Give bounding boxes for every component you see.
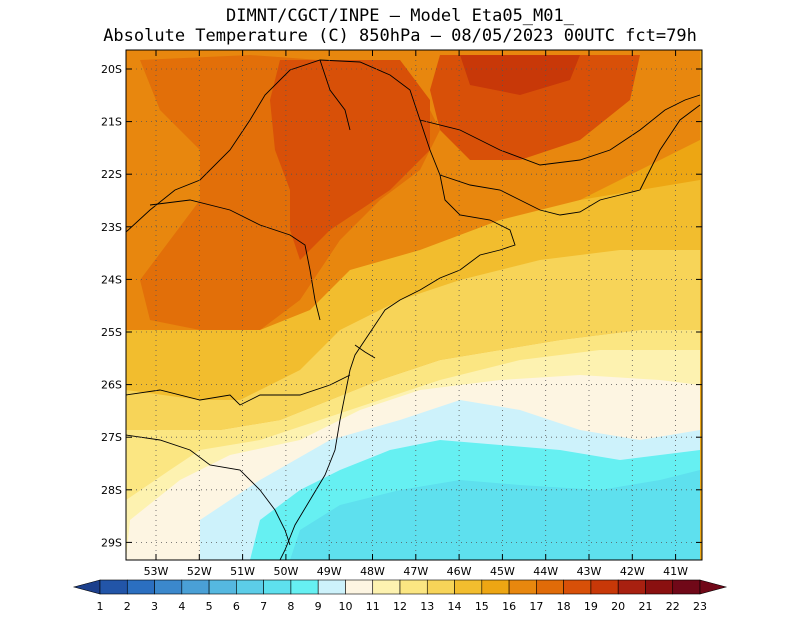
colorbar-label: 13 [420, 600, 434, 613]
lat-label: 27S [101, 431, 122, 444]
lat-label: 21S [101, 116, 122, 129]
colorbar-segment [426, 579, 455, 595]
lon-label: 43W [577, 565, 602, 578]
colorbar-label: 11 [366, 600, 380, 613]
lon-label: 41W [663, 565, 688, 578]
lon-label: 52W [187, 565, 212, 578]
colorbar-upper-arrow [699, 579, 728, 595]
colorbar-label: 18 [557, 600, 571, 613]
colorbar-label: 16 [502, 600, 516, 613]
colorbar-label: 15 [475, 600, 489, 613]
lon-label: 46W [447, 565, 472, 578]
colorbar-label: 2 [124, 600, 131, 613]
graticule-gridlines [126, 50, 702, 560]
colorbar-segment [672, 579, 701, 595]
colorbar-label: 21 [638, 600, 652, 613]
lat-label: 28S [101, 484, 122, 497]
colorbar-label: 4 [178, 600, 185, 613]
lon-label: 47W [403, 565, 428, 578]
colorbar-segment [99, 579, 128, 595]
colorbar-segment [645, 579, 674, 595]
map-frame [125, 49, 703, 561]
colorbar-label: 14 [448, 600, 462, 613]
colorbar-label: 5 [206, 600, 213, 613]
colorbar-label: 12 [393, 600, 407, 613]
temperature-field [126, 50, 702, 560]
boundaries-and-coastline [126, 59, 701, 560]
lat-label: 20S [101, 63, 122, 76]
colorbar-label: 10 [338, 600, 352, 613]
colorbar-label: 22 [666, 600, 680, 613]
colorbar-segment [236, 579, 264, 595]
colorbar-segment [372, 579, 401, 595]
colorbar-segment [481, 579, 510, 595]
colorbar-segment [208, 579, 237, 595]
colorbar-label: 20 [611, 600, 625, 613]
lon-label: 48W [360, 565, 385, 578]
colorbar-segment [590, 579, 619, 595]
colorbar-segment [345, 579, 374, 595]
lon-label: 45W [490, 565, 515, 578]
lon-label: 44W [533, 565, 558, 578]
colorbar-segment [290, 579, 319, 595]
colorbar-segment [563, 579, 592, 595]
lon-label: 42W [620, 565, 645, 578]
lon-label: 53W [144, 565, 169, 578]
colorbar-label: 6 [233, 600, 240, 613]
colorbar-segment [263, 579, 292, 595]
colorbar-label: 19 [584, 600, 598, 613]
colorbar-segment [317, 579, 346, 595]
colorbar-segment [617, 579, 646, 595]
colorbar-label: 1 [97, 600, 104, 613]
lat-label: 25S [101, 326, 122, 339]
colorbar-segment [399, 579, 428, 595]
longitude-axis: 53W 52W 51W 50W 49W 48W 47W 46W 45W 44W 43W 42W 41W [144, 50, 688, 578]
colorbar-lower-arrow [72, 579, 101, 595]
colorbar: 1 2 3 4 5 6 7 8 9 10 11 12 13 14 15 16 17 18 19 20 21 22 23 [72, 579, 728, 613]
lat-label: 26S [101, 379, 122, 392]
colorbar-segment [154, 579, 183, 595]
lon-label: 49W [317, 565, 342, 578]
colorbar-label: 17 [529, 600, 543, 613]
lon-label: 50W [273, 565, 298, 578]
lat-label: 22S [101, 168, 122, 181]
map-title-line-1: DIMNT/CGCT/INPE — Model Eta05_M01_ [226, 6, 574, 26]
lat-label: 29S [101, 536, 122, 549]
colorbar-label: 9 [315, 600, 322, 613]
colorbar-segment [536, 579, 564, 595]
colorbar-label: 8 [287, 600, 294, 613]
colorbar-label: 23 [693, 600, 707, 613]
lat-label: 24S [101, 273, 122, 286]
colorbar-label: 3 [151, 600, 158, 613]
colorbar-segment [454, 579, 483, 595]
lon-label: 51W [230, 565, 255, 578]
colorbar-label: 7 [260, 600, 267, 613]
colorbar-segment [126, 579, 155, 595]
colorbar-segment [508, 579, 537, 595]
lat-label: 23S [101, 221, 122, 234]
latitude-axis: 20S 21S 22S 23S 24S 25S 26S 27S 28S 29S [101, 63, 702, 549]
map-title-line-2: Absolute Temperature (C) 850hPa — 08/05/… [103, 26, 697, 46]
colorbar-segment [181, 579, 210, 595]
